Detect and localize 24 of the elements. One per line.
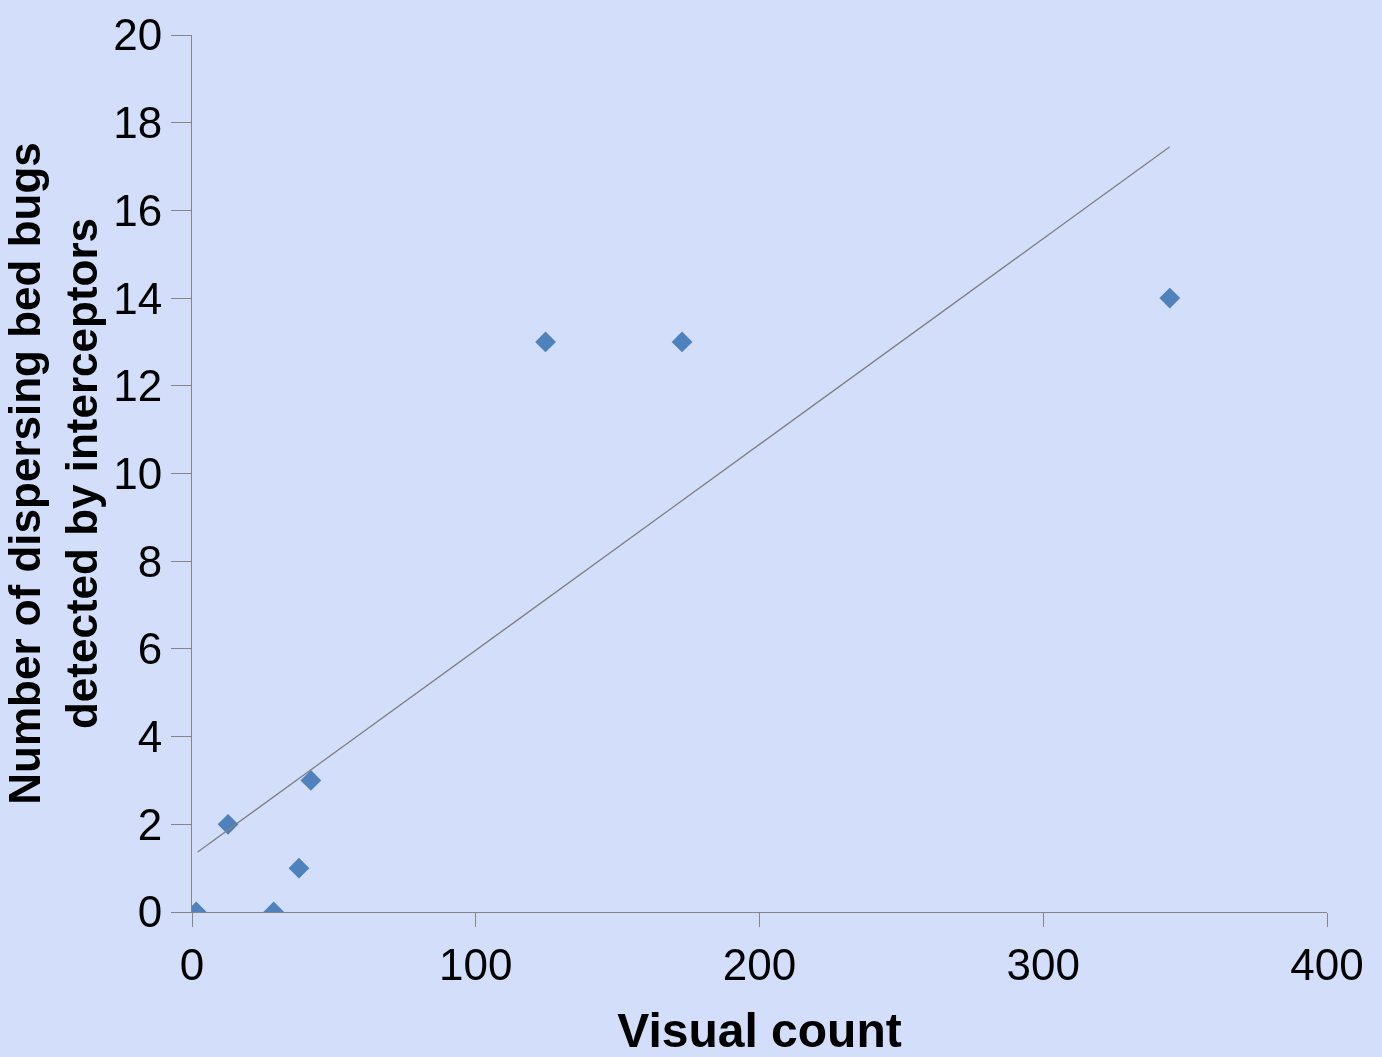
y-tick-label: 16 [113, 185, 163, 235]
y-tick-label: 12 [113, 361, 163, 411]
y-tick-label: 0 [137, 887, 163, 937]
y-tick-label: 4 [137, 712, 163, 761]
y-tick-label: 20 [113, 10, 163, 60]
y-tick-label: 6 [137, 624, 163, 674]
y-tick-label: 2 [137, 799, 163, 849]
point [1159, 287, 1181, 309]
x-tick-label: 0 [179, 939, 205, 989]
x-tick-label: 300 [1006, 939, 1080, 989]
x-tick-label: 400 [1290, 939, 1364, 989]
point [671, 331, 693, 353]
x-tick-label: 100 [439, 939, 513, 989]
point [217, 813, 239, 835]
y-tick-label: 8 [137, 536, 163, 586]
x-tick-label: 200 [722, 939, 797, 989]
y-tick-label: 10 [113, 448, 163, 498]
y-tick-label: 14 [113, 273, 163, 323]
point [535, 331, 556, 353]
point [288, 857, 310, 879]
x-axis-title: Visual count [617, 1003, 902, 1057]
point [300, 770, 322, 791]
y-axis-title: Number of dispersing bed bugs detected by interceptors [0, 142, 107, 805]
y-tick-label: 18 [113, 98, 163, 148]
